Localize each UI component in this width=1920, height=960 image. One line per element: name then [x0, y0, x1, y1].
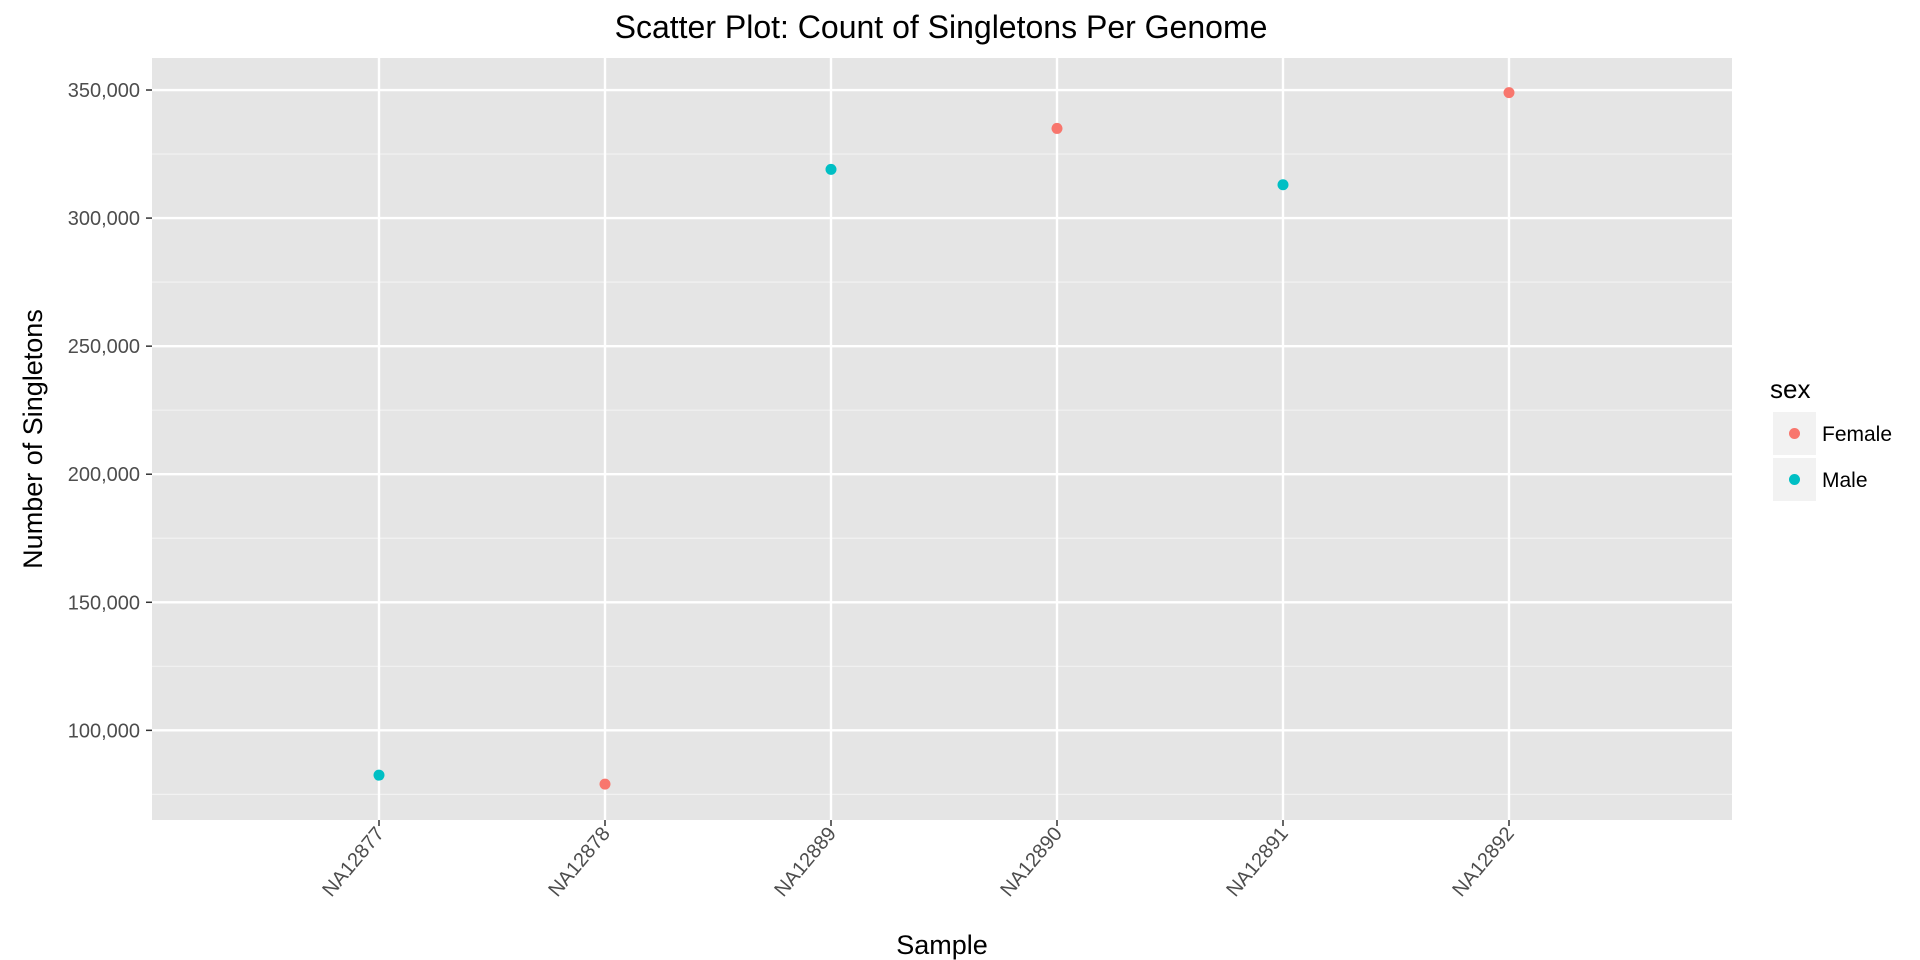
y-tick-label: 300,000 [68, 208, 140, 230]
grid-lines [152, 58, 1732, 820]
y-axis-title: Number of Singletons [18, 309, 48, 569]
legend-marker [1789, 474, 1800, 485]
legend-marker [1789, 428, 1800, 439]
y-tick-label: 350,000 [68, 80, 140, 102]
x-tick-label: NA12891 [1222, 823, 1292, 901]
plot-panel [152, 58, 1732, 820]
x-axis-ticks: NA12877 NA12878 NA12889 NA12890 NA12891 NA128… [318, 820, 1519, 901]
y-axis-ticks: 100,000 150,000 200,000 250,000 300,000 350,0… [68, 80, 152, 742]
y-tick-label: 250,000 [68, 336, 140, 358]
x-tick-label: NA12878 [544, 823, 614, 901]
legend-label: Female [1822, 423, 1892, 446]
data-point [825, 163, 837, 175]
data-point [599, 778, 611, 790]
chart-title: Scatter Plot: Count of Singletons Per Ge… [615, 9, 1268, 45]
data-point [1051, 122, 1063, 134]
data-point [1503, 87, 1515, 99]
data-point [1277, 179, 1289, 191]
x-axis-title: Sample [896, 930, 988, 960]
data-point [373, 769, 385, 781]
x-tick-label: NA12892 [1448, 823, 1518, 901]
y-tick-label: 100,000 [68, 720, 140, 742]
y-tick-label: 200,000 [68, 464, 140, 486]
x-tick-label: NA12889 [770, 823, 840, 901]
legend-title: sex [1770, 374, 1810, 404]
y-tick-label: 150,000 [68, 592, 140, 614]
data-points [373, 87, 1515, 790]
x-tick-label: NA12877 [318, 823, 388, 901]
x-tick-label: NA12890 [996, 823, 1066, 901]
legend: sex Female Male [1770, 374, 1892, 501]
legend-label: Male [1822, 469, 1868, 492]
